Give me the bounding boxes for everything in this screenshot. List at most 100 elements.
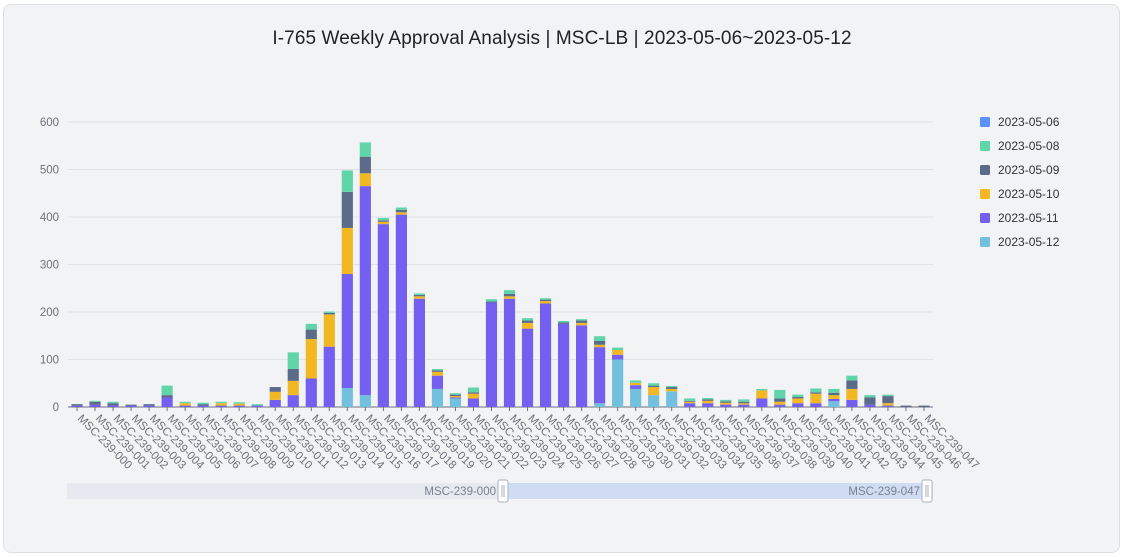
- bar-segment[interactable]: [341, 191, 353, 228]
- bar-segment[interactable]: [630, 382, 642, 386]
- bar-segment[interactable]: [449, 394, 462, 397]
- bar-segment[interactable]: [161, 395, 173, 398]
- bar-segment[interactable]: [864, 395, 876, 398]
- legend-item[interactable]: 2023-05-10: [980, 187, 1060, 201]
- bar-segment[interactable]: [413, 298, 425, 407]
- bar-segment[interactable]: [485, 301, 498, 303]
- bar-segment[interactable]: [702, 403, 714, 407]
- bar-segment[interactable]: [521, 320, 534, 323]
- bar-segment[interactable]: [395, 207, 407, 210]
- bar-segment[interactable]: [215, 401, 227, 404]
- bar-segment[interactable]: [395, 209, 407, 213]
- bar-segment[interactable]: [684, 398, 696, 401]
- bar-segment[interactable]: [738, 403, 750, 405]
- bar-segment[interactable]: [792, 397, 804, 399]
- bar-segment[interactable]: [666, 387, 678, 389]
- bar-segment[interactable]: [774, 398, 786, 402]
- bar-segment[interactable]: [233, 405, 245, 407]
- bar-segment[interactable]: [467, 393, 480, 399]
- bar-segment[interactable]: [431, 369, 444, 371]
- bar-segment[interactable]: [233, 403, 245, 406]
- bar-segment[interactable]: [431, 375, 444, 389]
- bar-segment[interactable]: [612, 347, 624, 350]
- bar-segment[interactable]: [359, 173, 371, 187]
- bar-segment[interactable]: [161, 385, 173, 396]
- bar-segment[interactable]: [287, 395, 299, 407]
- bar-segment[interactable]: [576, 325, 588, 407]
- bar-segment[interactable]: [305, 378, 317, 408]
- bar-segment[interactable]: [576, 319, 588, 321]
- bar-segment[interactable]: [738, 404, 750, 407]
- bar-segment[interactable]: [720, 402, 732, 405]
- bar-segment[interactable]: [341, 170, 353, 192]
- bar-segment[interactable]: [738, 399, 750, 402]
- bar-segment[interactable]: [179, 403, 191, 406]
- bar-segment[interactable]: [882, 405, 894, 407]
- bar-segment[interactable]: [882, 403, 894, 406]
- legend-item[interactable]: 2023-05-08: [980, 139, 1060, 153]
- bar-segment[interactable]: [792, 398, 804, 404]
- bar-segment[interactable]: [539, 301, 552, 304]
- bar-segment[interactable]: [503, 298, 516, 407]
- bar-segment[interactable]: [846, 399, 858, 407]
- bar-segment[interactable]: [576, 322, 588, 326]
- bar-segment[interactable]: [305, 323, 317, 330]
- bar-segment[interactable]: [810, 388, 822, 393]
- bar-segment[interactable]: [449, 393, 462, 395]
- bar-segment[interactable]: [449, 398, 462, 407]
- bar-segment[interactable]: [576, 320, 588, 323]
- bar-segment[interactable]: [684, 401, 696, 404]
- bar-segment[interactable]: [431, 370, 444, 372]
- bar-segment[interactable]: [774, 401, 786, 405]
- bar-segment[interactable]: [918, 405, 930, 407]
- bar-segment[interactable]: [323, 314, 335, 347]
- bar-segment[interactable]: [882, 396, 894, 404]
- bar-segment[interactable]: [197, 404, 209, 406]
- bar-segment[interactable]: [431, 371, 444, 376]
- bar-segment[interactable]: [810, 403, 822, 407]
- bar-segment[interactable]: [305, 329, 317, 340]
- bar-segment[interactable]: [828, 388, 840, 393]
- bar-segment[interactable]: [864, 404, 876, 407]
- bar-segment[interactable]: [720, 399, 732, 402]
- bar-segment[interactable]: [810, 393, 822, 404]
- bar-segment[interactable]: [612, 359, 624, 408]
- bar-segment[interactable]: [648, 383, 660, 386]
- bar-segment[interactable]: [648, 395, 660, 407]
- bar-segment[interactable]: [377, 220, 389, 222]
- bar-segment[interactable]: [792, 403, 804, 407]
- bar-segment[interactable]: [179, 401, 191, 404]
- bar-segment[interactable]: [864, 397, 876, 405]
- bar-segment[interactable]: [377, 224, 389, 407]
- bar-segment[interactable]: [594, 340, 606, 345]
- bar-segment[interactable]: [612, 354, 624, 360]
- bar-segment[interactable]: [702, 397, 714, 400]
- bar-segment[interactable]: [107, 405, 119, 407]
- bar-segment[interactable]: [828, 392, 840, 396]
- bar-segment[interactable]: [413, 294, 425, 297]
- bar-segment[interactable]: [485, 299, 498, 302]
- bar-segment[interactable]: [702, 400, 714, 404]
- bar-segment[interactable]: [684, 400, 696, 402]
- bar-segment[interactable]: [485, 302, 498, 408]
- bar-segment[interactable]: [521, 318, 534, 321]
- bar-segment[interactable]: [359, 156, 371, 174]
- bar-segment[interactable]: [359, 395, 371, 407]
- bar-segment[interactable]: [648, 387, 660, 396]
- bar-segment[interactable]: [71, 404, 83, 406]
- bar-segment[interactable]: [233, 402, 245, 404]
- bar-segment[interactable]: [89, 404, 101, 407]
- bar-segment[interactable]: [179, 405, 191, 407]
- bar-segment[interactable]: [503, 290, 516, 294]
- bar-segment[interactable]: [503, 293, 516, 297]
- legend-item[interactable]: 2023-05-06: [980, 115, 1060, 129]
- bar-segment[interactable]: [377, 217, 389, 221]
- bar-segment[interactable]: [702, 399, 714, 401]
- zoom-handle-left[interactable]: [497, 479, 509, 503]
- bar-segment[interactable]: [774, 389, 786, 399]
- bar-segment[interactable]: [431, 388, 444, 407]
- bar-segment[interactable]: [251, 404, 263, 406]
- bar-segment[interactable]: [846, 388, 858, 400]
- bar-segment[interactable]: [594, 336, 606, 341]
- bar-segment[interactable]: [666, 388, 678, 392]
